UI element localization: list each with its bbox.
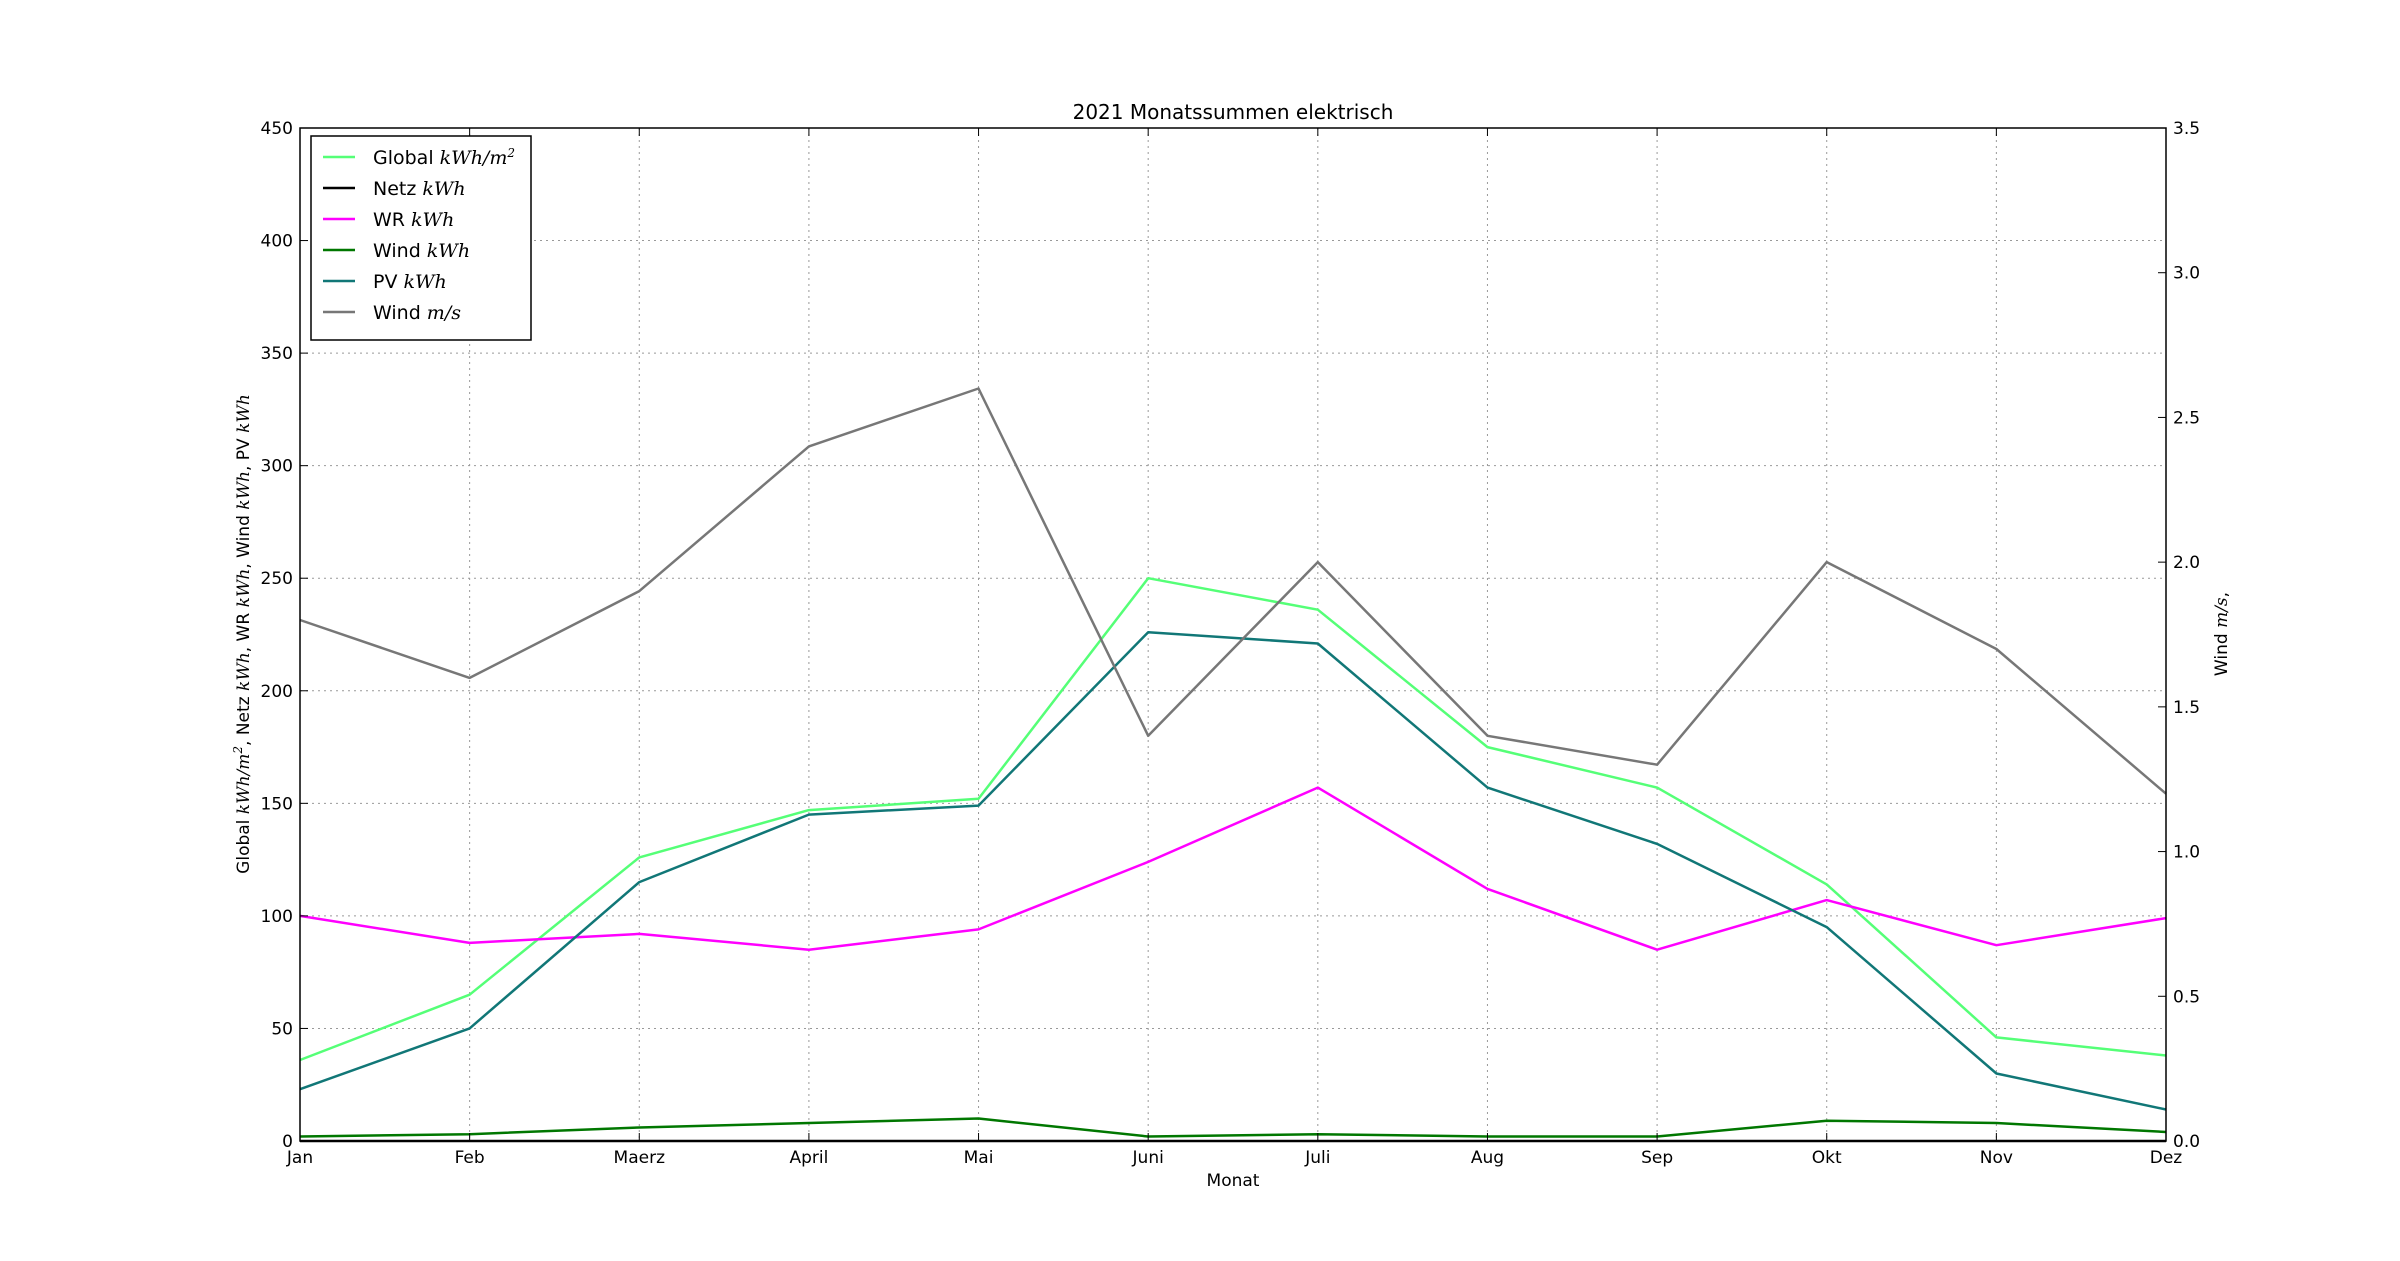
y2-tick-label: 2.0 [2173,553,2200,573]
y-tick-label: 300 [261,457,293,477]
legend-label: Wind m/s [373,302,461,324]
x-tick-label: Juni [1132,1148,1164,1168]
series-line-wr-kwh [299,786,2167,951]
y-tick-label: 0 [282,1132,293,1152]
plot-frame [299,127,2167,1142]
x-tick-label: Feb [455,1148,485,1168]
x-tick-label: Jan [286,1148,313,1168]
legend-label: Global kWh/m2 [373,146,515,169]
y-tick-label: 350 [261,344,293,364]
x-tick-label: Maerz [614,1148,666,1168]
y2-tick-label: 1.0 [2173,843,2200,863]
y-tick-label: 400 [261,232,293,252]
x-tick-label: Juli [1304,1148,1330,1168]
x-tick-label: Sep [1641,1148,1673,1168]
legend: Global kWh/m2 Netz kWh WR kWh Wind kWh PV kW… [310,135,532,341]
legend-box [310,135,532,341]
y-tick-label: 450 [261,119,293,139]
x-tick-label: Okt [1812,1148,1842,1168]
ticks: Jan Feb Maerz April Mai Juni Juli Aug Sep Okt Nov D… [261,119,2201,1168]
y-axis-title: Global kWh/m2, Netz kWh, WR kWh, Wind kW… [231,394,254,874]
legend-label: Netz kWh [373,178,466,200]
y2-tick-label: 1.5 [2173,698,2200,718]
legend-label: PV kWh [373,271,447,293]
y2-tick-label: 0.0 [2173,1132,2200,1152]
y-tick-label: 150 [261,794,293,814]
series-line-wind-kwh [299,1117,2167,1138]
series-line-pv-kwh [299,630,2167,1111]
chart-title: 2021 Monatssummen elektrisch [1073,100,1394,124]
y2-axis-title: Wind m/s, [2212,592,2232,676]
series-line-global-kwhm [299,576,2167,1062]
legend-label: Wind kWh [373,240,470,262]
series-line-wind-ms [299,387,2167,795]
y-tick-label: 200 [261,682,293,702]
x-tick-label: Nov [1980,1148,2013,1168]
y-tick-label: 100 [261,907,293,927]
x-tick-label: Aug [1471,1148,1504,1168]
legend-label: WR kWh [373,209,454,231]
y2-tick-label: 3.5 [2173,119,2200,139]
y2-tick-label: 2.5 [2173,408,2200,428]
x-axis-title: Monat [1207,1171,1260,1191]
x-tick-label: Dez [2150,1148,2183,1168]
x-tick-label: Mai [964,1148,994,1168]
y-tick-label: 50 [271,1019,293,1039]
y-tick-label: 250 [261,569,293,589]
y2-tick-label: 0.5 [2173,987,2200,1007]
y2-tick-label: 3.0 [2173,264,2200,284]
x-tick-label: April [789,1148,828,1168]
